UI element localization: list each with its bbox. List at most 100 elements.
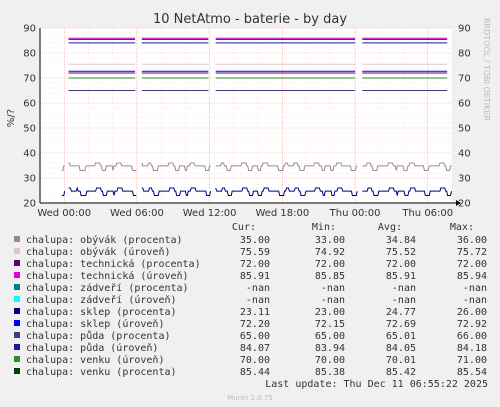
series-segment xyxy=(215,187,358,196)
legend-swatch xyxy=(14,296,20,302)
series-segment xyxy=(215,162,358,171)
legend-swatch xyxy=(14,356,20,362)
series-segment xyxy=(68,186,137,196)
legend-swatch xyxy=(14,284,20,290)
legend-max: 66.00 xyxy=(457,331,487,342)
y-tick-label: 90 xyxy=(458,24,471,35)
legend-max: 71.00 xyxy=(457,355,487,366)
legend-min: 72.00 xyxy=(315,259,345,270)
legend-header-cur: Cur: xyxy=(232,222,256,233)
legend-avg: 70.01 xyxy=(386,355,416,366)
legend-series-name: chalupa: sklep (procenta) xyxy=(26,307,177,318)
legend-min: 74.92 xyxy=(315,247,345,258)
legend-header-min: Min: xyxy=(312,222,336,233)
legend-avg: 72.69 xyxy=(386,319,416,330)
legend-series-name: chalupa: půda (procenta) xyxy=(26,330,171,342)
y-tick-label: 30 xyxy=(23,174,36,185)
plot-area xyxy=(40,28,452,203)
x-tick-label: Wed 12:00 xyxy=(183,208,237,219)
legend-cur: 65.00 xyxy=(240,331,270,342)
legend-cur: 72.20 xyxy=(240,319,270,330)
legend-min: 85.38 xyxy=(315,367,345,378)
y-tick-label: 80 xyxy=(458,49,471,60)
legend-cur: 75.59 xyxy=(240,247,270,258)
series-segment xyxy=(362,162,452,171)
last-update: Last update: Thu Dec 11 06:55:22 2025 xyxy=(265,379,488,390)
legend-swatch xyxy=(14,368,20,374)
legend-max: 75.72 xyxy=(457,247,487,258)
series-segment xyxy=(141,187,212,196)
legend-max: 36.00 xyxy=(457,235,487,246)
legend-series-name: chalupa: technická (procenta) xyxy=(26,258,201,270)
legend-avg: -nan xyxy=(392,283,416,294)
x-tick-label: Thu 00:00 xyxy=(329,208,381,219)
legend-avg: 84.05 xyxy=(386,343,416,354)
legend-avg: 85.42 xyxy=(386,367,416,378)
y-tick-label: 60 xyxy=(23,99,36,110)
legend-swatch xyxy=(14,332,20,338)
legend-avg: -nan xyxy=(392,295,416,306)
legend-avg: 75.52 xyxy=(386,247,416,258)
legend-max: 84.18 xyxy=(457,343,487,354)
chart-title: 10 NetAtmo - baterie - by day xyxy=(153,12,347,27)
x-tick-labels: Wed 00:00 Wed 06:00 Wed 12:00 Wed 18:00 Thu … xyxy=(37,208,453,219)
x-tick-label: Wed 06:00 xyxy=(110,208,164,219)
series-segment xyxy=(61,190,66,196)
legend-min: 83.94 xyxy=(315,343,345,354)
series-lines xyxy=(61,37,452,196)
legend-swatch xyxy=(14,260,20,266)
legend-cur: 84.07 xyxy=(240,343,270,354)
legend: Cur: Min: Avg: Max: chalupa: obývák (pro… xyxy=(14,222,487,378)
legend-cur: 72.00 xyxy=(240,259,270,270)
y-tick-label: 30 xyxy=(458,174,471,185)
legend-cur: -nan xyxy=(246,295,270,306)
x-axis-arrow xyxy=(456,200,461,206)
munin-footer: Munin 2.0.75 xyxy=(227,394,273,402)
legend-cur: 35.00 xyxy=(240,235,270,246)
legend-min: -nan xyxy=(321,283,345,294)
legend-avg: 85.91 xyxy=(386,271,416,282)
legend-avg: 24.77 xyxy=(386,307,416,318)
legend-series-name: chalupa: zádveří (úroveň) xyxy=(26,294,177,306)
legend-min: 85.85 xyxy=(315,271,345,282)
legend-series-name: chalupa: sklep (úroveň) xyxy=(26,318,164,330)
legend-min: 33.00 xyxy=(315,235,345,246)
legend-max: 85.54 xyxy=(457,367,487,378)
legend-series-name: chalupa: technická (úroveň) xyxy=(26,270,189,282)
legend-series-name: chalupa: půda (úroveň) xyxy=(26,342,158,354)
legend-cur: -nan xyxy=(246,283,270,294)
legend-swatch xyxy=(14,344,20,350)
y-axis-label: %/? xyxy=(6,109,17,127)
legend-max: -nan xyxy=(463,283,487,294)
legend-min: 65.00 xyxy=(315,331,345,342)
legend-series-name: chalupa: obývák (procenta) xyxy=(26,234,183,246)
series-line xyxy=(61,186,452,196)
series-segment xyxy=(141,162,211,171)
legend-header-avg: Avg: xyxy=(378,222,402,233)
y-tick-label: 40 xyxy=(23,149,36,160)
legend-max: 26.00 xyxy=(457,307,487,318)
y-tick-label: 50 xyxy=(458,124,471,135)
legend-cur: 85.91 xyxy=(240,271,270,282)
legend-cur: 23.11 xyxy=(240,307,270,318)
legend-swatch xyxy=(14,272,20,278)
legend-series-name: chalupa: venku (úroveň) xyxy=(26,354,164,366)
x-tick-label: Wed 18:00 xyxy=(255,208,309,219)
series-line xyxy=(61,162,452,171)
legend-avg: 72.00 xyxy=(386,259,416,270)
y-tick-label: 80 xyxy=(23,49,36,60)
series-segment xyxy=(61,165,65,171)
legend-swatch xyxy=(14,308,20,314)
legend-min: -nan xyxy=(321,295,345,306)
legend-series-name: chalupa: zádveří (procenta) xyxy=(26,282,189,294)
x-tick-label: Wed 00:00 xyxy=(37,208,91,219)
legend-avg: 34.84 xyxy=(386,235,416,246)
series-segment xyxy=(68,162,137,171)
rrdtool-side-label: RRDTOOL / TOBI OETIKER xyxy=(482,18,491,121)
legend-min: 72.15 xyxy=(315,319,345,330)
y-tick-label: 90 xyxy=(23,24,36,35)
y-tick-labels-right: 20 30 40 50 60 70 80 90 xyxy=(458,24,471,210)
y-tick-label: 20 xyxy=(23,199,36,210)
legend-min: 70.00 xyxy=(315,355,345,366)
y-tick-label: 70 xyxy=(23,74,36,85)
